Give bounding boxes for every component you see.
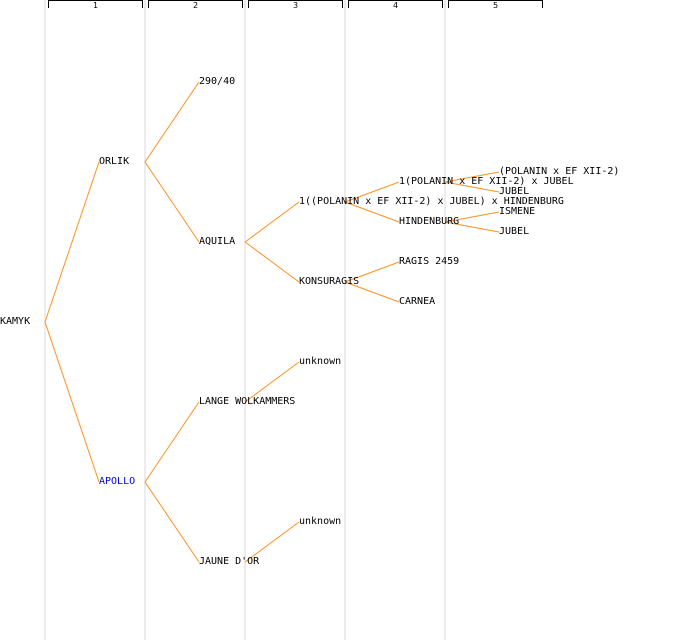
generation-number: 1 — [92, 1, 99, 10]
node-gen3-2: KONSURAGIS — [299, 276, 360, 287]
node-gen5-1: (POLANIN x EF XII-2) — [499, 166, 620, 177]
connector-line — [44, 321, 100, 483]
generation-header-5: 5 — [448, 0, 543, 10]
node-gen3-1: 1((POLANIN x EF XII-2) x JUBEL) x HINDEN… — [299, 196, 564, 207]
column-separator — [344, 0, 346, 640]
node-dam-link[interactable]: APOLLO — [99, 476, 136, 487]
connector-line — [344, 181, 400, 203]
connector-line — [144, 401, 200, 483]
connector-line — [44, 161, 100, 323]
column-separator — [44, 0, 46, 640]
connector-line — [244, 201, 300, 243]
node-gen3-unknown: unknown — [299, 356, 342, 367]
connector-line — [444, 181, 500, 193]
node-gen4-3: RAGIS 2459 — [399, 256, 460, 267]
connector-line — [144, 481, 200, 563]
connector-line — [444, 221, 500, 233]
node-gen4-4: CARNEA — [399, 296, 436, 307]
node-sire-sire: 290/40 — [199, 76, 236, 87]
connector-line — [344, 201, 400, 223]
connector-line — [244, 361, 300, 403]
generation-header-4: 4 — [348, 0, 443, 10]
node-gen3-unknown: unknown — [299, 516, 342, 527]
connector-line — [444, 171, 500, 183]
connector-line — [344, 281, 400, 303]
node-gen4-2: HINDENBURG — [399, 216, 460, 227]
node-gen5-4: JUBEL — [499, 226, 530, 237]
column-separator — [144, 0, 146, 640]
column-separator — [244, 0, 246, 640]
node-gen5-3: ISMENE — [499, 206, 536, 217]
generation-number: 2 — [192, 1, 199, 10]
connector-line — [244, 521, 300, 563]
node-gen5-2: JUBEL — [499, 186, 530, 197]
node-sire: ORLIK — [99, 156, 130, 167]
generation-header-3: 3 — [248, 0, 343, 10]
node-gen4-1: 1(POLANIN x EF XII-2) x JUBEL — [399, 176, 574, 187]
node-sire-dam: AQUILA — [199, 236, 236, 247]
node-root: KAMYK — [0, 316, 31, 327]
generation-number: 4 — [392, 1, 399, 10]
connector-line — [144, 161, 200, 243]
connector-line — [244, 241, 300, 283]
node-dam-sire: LANGE WOLKAMMERS — [199, 396, 296, 407]
generation-number: 5 — [492, 1, 499, 10]
generation-header-1: 1 — [48, 0, 143, 10]
connector-line — [144, 81, 200, 163]
generation-header-2: 2 — [148, 0, 243, 10]
generation-number: 3 — [292, 1, 299, 10]
connector-line — [344, 261, 400, 283]
node-dam-dam: JAUNE D'OR — [199, 556, 260, 567]
connector-line — [444, 211, 500, 223]
column-separator — [444, 0, 446, 640]
